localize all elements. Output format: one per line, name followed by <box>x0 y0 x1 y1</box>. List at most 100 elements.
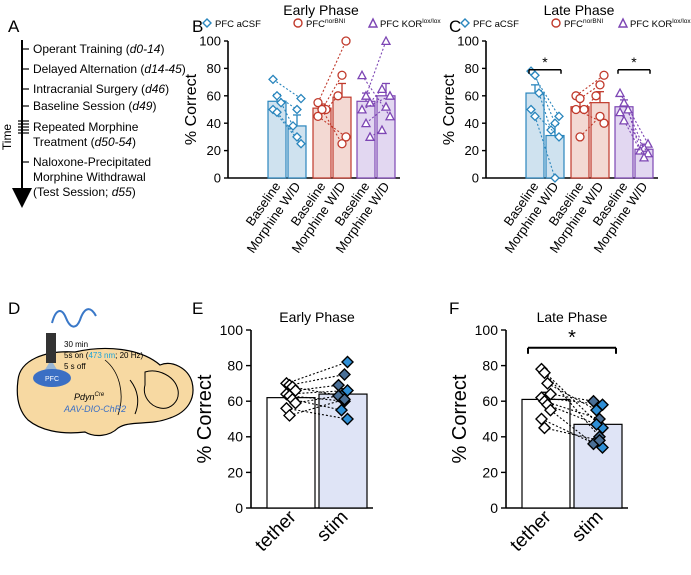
legend-diamond-icon <box>460 18 470 28</box>
legend-diamond-icon <box>202 18 212 28</box>
subject-line <box>325 95 339 110</box>
data-point <box>622 104 634 114</box>
data-point <box>272 90 282 101</box>
subject-line <box>280 102 294 127</box>
y-tick-label: 60 <box>227 393 243 409</box>
data-point-stim <box>593 433 606 447</box>
subject-line <box>547 404 597 425</box>
subject-line <box>544 400 600 420</box>
chart-e-early-phase: 0 20 40 60 80 100 Early Phase % Correct tether st… <box>194 309 373 556</box>
bar <box>545 134 565 179</box>
data-point <box>575 132 585 142</box>
timeline-tick-cluster <box>18 120 29 134</box>
subject-line <box>627 109 641 151</box>
data-point-tether <box>538 421 551 435</box>
data-point <box>380 35 392 46</box>
subject-line <box>369 88 383 104</box>
data-point <box>595 111 605 121</box>
data-point <box>292 131 302 142</box>
y-tick-label: 100 <box>220 322 244 338</box>
data-point <box>534 88 544 98</box>
y-tick-label: 20 <box>465 143 479 158</box>
data-point-stim <box>587 394 600 408</box>
y-tick-label: 80 <box>227 358 243 374</box>
y-axis-title: % Correct <box>441 73 458 145</box>
y-tick-label: 0 <box>235 500 243 516</box>
subject-line <box>317 40 347 103</box>
y-tick-label: 40 <box>482 429 498 445</box>
protocol-line: 5s on (473 nm; 20 Hz) <box>64 351 144 360</box>
subject-line <box>550 393 594 402</box>
subject-line <box>365 40 387 96</box>
data-point <box>618 115 630 125</box>
data-point <box>380 101 392 111</box>
bar <box>570 106 590 179</box>
panel-label-d: D <box>8 299 20 318</box>
y-tick-label: 100 <box>475 322 499 338</box>
data-point <box>614 87 626 98</box>
panel-label-c: C <box>449 17 461 36</box>
data-point <box>591 91 601 101</box>
optic-fiber <box>46 333 56 363</box>
subject-line <box>286 361 348 384</box>
y-tick-label: 0 <box>490 500 498 516</box>
data-point <box>364 131 376 141</box>
light-wave-icon <box>51 308 97 328</box>
subject-line <box>530 109 560 138</box>
protocol-line: 30 min <box>64 340 88 349</box>
subject-line <box>538 92 552 131</box>
subject-line <box>534 75 556 124</box>
subject-line <box>361 95 391 110</box>
subject-line <box>292 386 342 397</box>
timeline-item: Naloxone-Precipitated <box>33 155 151 169</box>
legend-label: PFCnorBNI <box>564 18 603 30</box>
y-tick-label: 0 <box>472 171 479 186</box>
timeline-item-cont: (Test Session; d55) <box>33 185 136 199</box>
data-point-tether <box>289 396 302 410</box>
brain-fold <box>104 359 122 416</box>
subject-line <box>289 398 345 416</box>
legend-c: PFC aCSF PFCnorBNI PFC KORlox/lox <box>460 17 691 30</box>
data-point <box>376 83 388 93</box>
pfc-region <box>33 369 71 387</box>
data-point-tether <box>283 408 296 422</box>
data-point <box>296 138 306 149</box>
panel-label-e: E <box>192 299 203 318</box>
timeline-item-cont: Morphine Withdrawal <box>33 170 146 184</box>
chart-title: Late Phase <box>544 2 615 18</box>
data-point-stim <box>596 398 609 412</box>
subject-line <box>321 109 343 145</box>
y-axis-title: % Correct <box>194 374 216 463</box>
cerebellum-illustration <box>143 370 179 409</box>
data-point <box>575 93 585 104</box>
data-point <box>554 111 564 122</box>
subject-line <box>321 74 343 110</box>
panel-label-a: A <box>8 17 20 36</box>
data-point <box>296 93 306 104</box>
timeline-item: Baseline Session (d49) <box>33 99 156 113</box>
timeline-item: Intracranial Surgery (d46) <box>33 82 169 96</box>
data-point <box>356 104 368 114</box>
data-point-stim <box>341 412 354 426</box>
schematic-panel: PFC 30 min 5s on (473 nm; 20 Hz) 5 s off… <box>16 308 194 437</box>
chart-title: Early Phase <box>283 2 359 18</box>
legend-label: PFCnorBNI <box>306 18 345 30</box>
y-tick-label: 100 <box>199 34 221 49</box>
subject-line <box>579 115 601 138</box>
data-point <box>333 91 343 101</box>
data-point <box>571 104 581 115</box>
y-tick-label: 20 <box>482 464 498 480</box>
subject-line <box>295 395 339 404</box>
y-axis-title: % Correct <box>183 73 200 145</box>
subject-line <box>317 115 347 138</box>
data-point <box>337 139 347 149</box>
x-tick-label: stim <box>568 507 607 546</box>
brain-fold <box>129 379 139 415</box>
subject-line <box>534 116 556 179</box>
data-point-stim <box>338 368 351 381</box>
data-point <box>341 132 351 142</box>
legend-b: PFC aCSF PFCnorBNI PFC KORlox/lox <box>202 17 441 30</box>
